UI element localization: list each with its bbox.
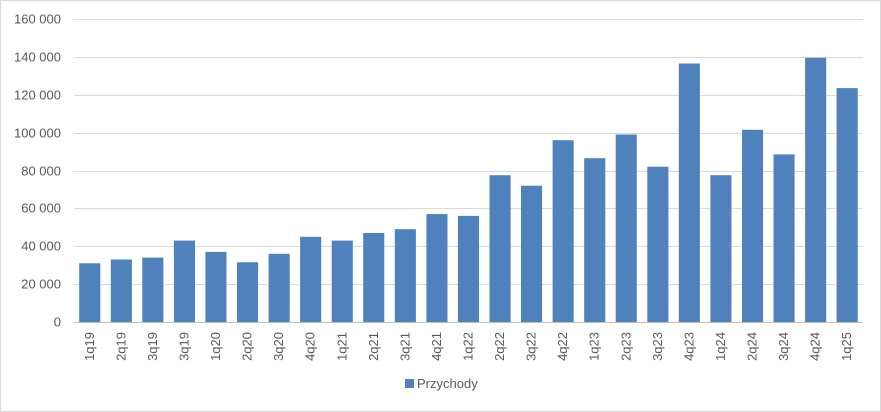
bar-19 [647,166,669,322]
x-tick-label: 1q20 [208,332,223,361]
x-tick-label: 3q19 [145,332,160,361]
bar-7 [268,253,290,322]
bar-11 [394,229,416,322]
x-tick-label: 1q25 [839,332,854,361]
y-tick-label: 40 000 [21,239,61,254]
y-tick-label: 0 [54,315,61,330]
x-tick-labels: 1q19 2q19 3q19 3q19 1q20 2q20 3q20 4q20 1q21 2q21… [82,332,854,361]
x-tick-label: 1q21 [334,332,349,361]
x-tick-label: 4q23 [681,332,696,361]
bar-21 [710,175,732,322]
x-tick-label: 2q24 [745,332,760,361]
x-tick-label: 4q21 [429,332,444,361]
y-tick-label: 80 000 [21,164,61,179]
bar-2 [110,259,132,322]
x-tick-label: 1q19 [82,332,97,361]
bar-6 [237,262,259,322]
x-tick-label: 2q22 [492,332,507,361]
bar-16 [552,140,574,322]
x-tick-label: 3q24 [776,332,791,361]
bar-22 [742,129,764,322]
x-tick-label: 4q20 [303,332,318,361]
x-tick-label: 3q23 [650,332,665,361]
x-tick-label: 1q24 [713,332,728,361]
legend: Przychody [405,376,478,391]
x-tick-label: 4q22 [555,332,570,361]
x-tick-label: 3q21 [397,332,412,361]
y-tick-label: 60 000 [21,201,61,216]
x-tick-label: 3q20 [271,332,286,361]
x-tick-label: 2q19 [113,332,128,361]
bar-13 [457,215,479,322]
bar-5 [205,251,227,322]
bar-25 [836,88,858,322]
bar-18 [615,134,637,322]
y-tick-label: 120 000 [14,88,61,103]
bar-23 [773,154,795,322]
legend-swatch [405,379,414,388]
y-tick-label: 160 000 [14,12,61,27]
x-tick-label: 2q21 [366,332,381,361]
bar-8 [300,236,322,322]
y-tick-label: 20 000 [21,277,61,292]
x-tick-label: 1q22 [461,332,476,361]
x-tick-label: 3q19 [177,332,192,361]
bar-24 [805,57,827,323]
bars [79,57,858,323]
bar-12 [426,214,448,322]
bar-17 [584,158,606,322]
bar-9 [331,240,353,322]
y-tick-labels: 0 20 000 40 000 60 000 80 000 100 000 120 000 1… [14,12,61,330]
bar-20 [678,63,700,322]
bar-14 [489,175,511,322]
y-tick-label: 140 000 [14,50,61,65]
x-tick-label: 2q20 [240,332,255,361]
bar-15 [521,185,543,322]
bar-4 [173,240,195,322]
bar-10 [363,233,385,322]
y-tick-label: 100 000 [14,126,61,141]
x-tick-label: 4q24 [808,332,823,361]
bar-1 [79,263,101,322]
x-tick-label: 3q22 [524,332,539,361]
legend-label: Przychody [417,376,478,391]
x-tick-label: 1q23 [587,332,602,361]
bar-3 [142,257,164,322]
x-tick-label: 2q23 [618,332,633,361]
